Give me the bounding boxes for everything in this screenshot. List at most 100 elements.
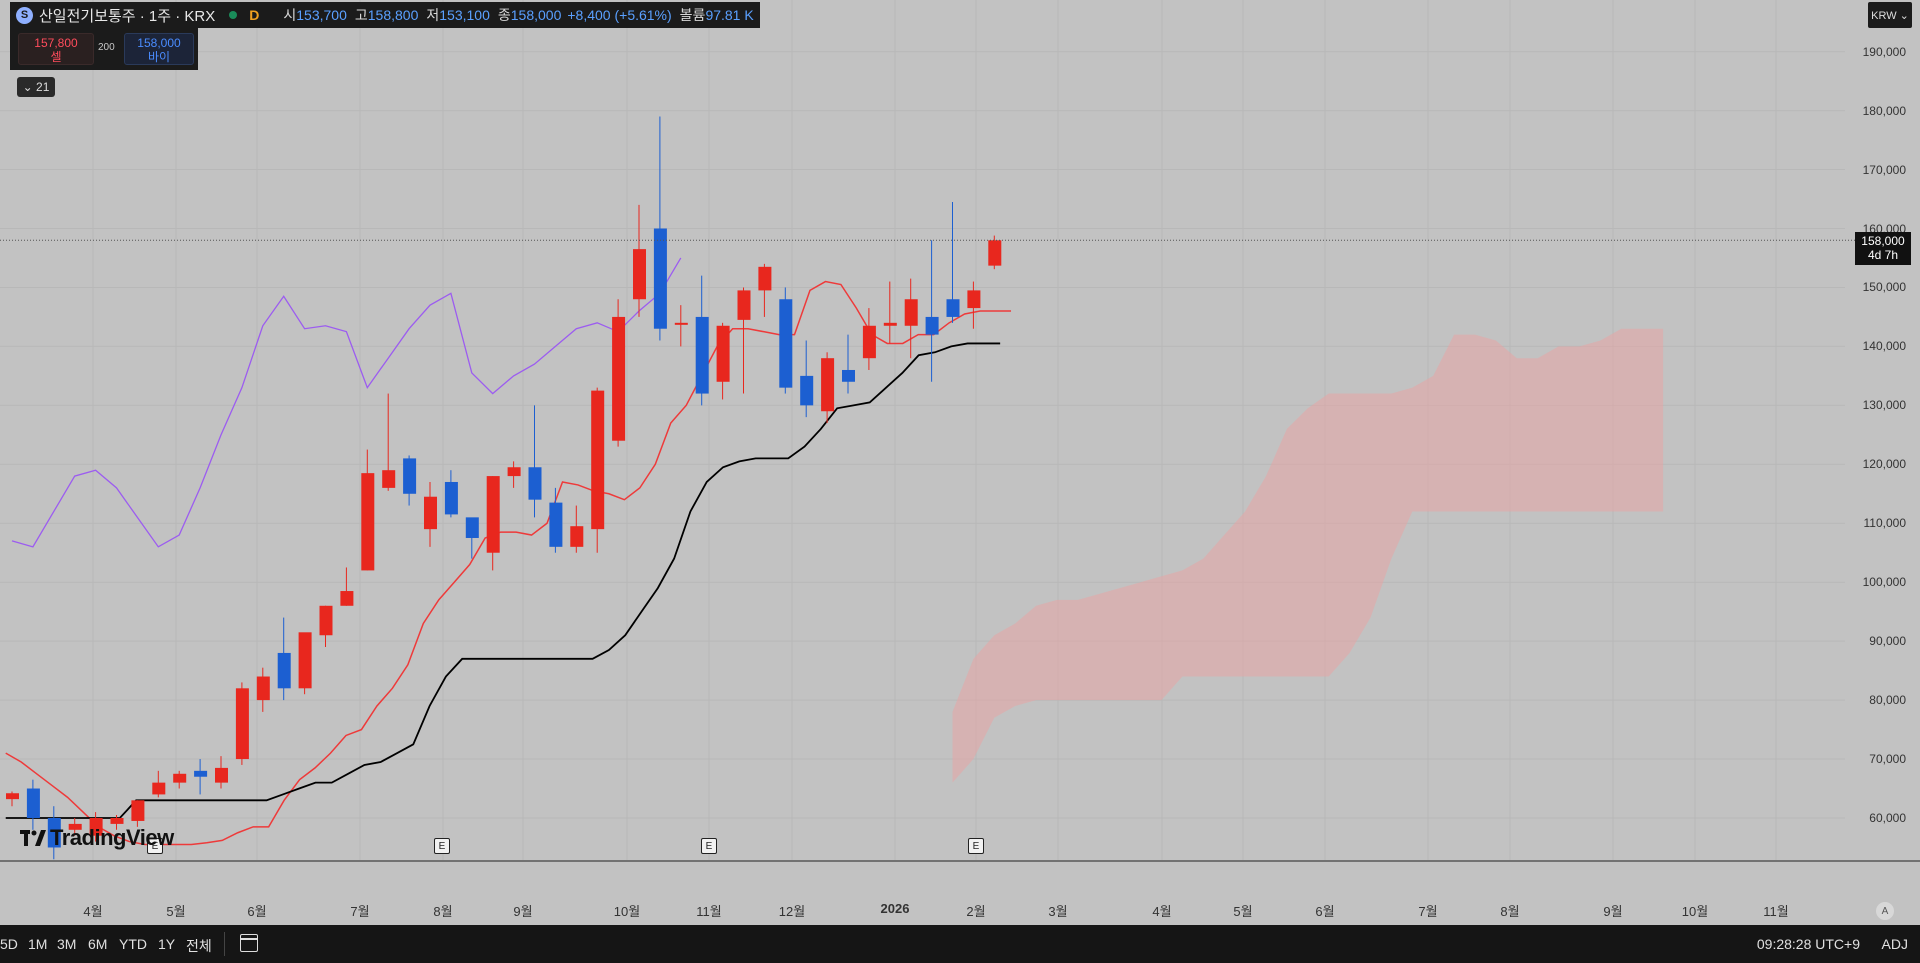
bottom-toolbar: 5D 1M 3M 6M YTD 1Y 전체 09:28:28 UTC+9 ADJ — [0, 925, 1920, 963]
candle-body — [424, 496, 437, 530]
open-label: 시 — [283, 7, 297, 23]
price-tick-label: 190,000 — [1862, 44, 1906, 59]
low-label: 저 — [426, 7, 440, 23]
tradingview-logo-icon — [20, 830, 46, 846]
time-tick-label: 2026 — [880, 901, 910, 916]
candle-body — [382, 470, 396, 488]
price-tick-label: 60,000 — [1869, 811, 1906, 825]
spread-value: 200 — [98, 42, 115, 53]
candle-body — [277, 652, 291, 689]
candle-body — [256, 676, 270, 701]
candle-body — [570, 526, 584, 547]
candle-body — [486, 476, 500, 553]
indicators-toggle-button[interactable]: ⌄ 21 — [17, 77, 55, 97]
range-5d-button[interactable]: 5D — [0, 936, 18, 952]
volume-label: 볼륨 — [679, 7, 706, 23]
calendar-goto-icon[interactable] — [240, 934, 258, 952]
symbol-name[interactable]: 산일전기보통주 · 1주 · KRX — [39, 7, 216, 25]
candle-body — [800, 375, 814, 406]
time-tick-label: 8월 — [1500, 904, 1520, 919]
candle-body — [842, 369, 855, 382]
candle-body — [173, 773, 187, 783]
candle-body — [235, 688, 249, 760]
candle-body — [821, 358, 835, 412]
timeframe-badge: D — [249, 7, 260, 23]
time-tick-label: 9월 — [1603, 904, 1623, 919]
price-chart[interactable] — [0, 0, 1920, 925]
range-1y-button[interactable]: 1Y — [158, 936, 176, 952]
time-tick-label: 4월 — [83, 904, 103, 919]
buy-price: 158,000 — [137, 36, 181, 50]
candle-body — [653, 228, 667, 329]
candle-body — [444, 481, 458, 515]
buy-button[interactable]: 158,000 바이 — [124, 33, 194, 65]
high-label: 고 — [354, 7, 368, 23]
time-tick-label: 8월 — [433, 904, 453, 919]
sell-price: 157,800 — [34, 36, 78, 50]
earnings-marker[interactable]: E — [434, 838, 450, 854]
adjust-toggle[interactable]: ADJ — [1881, 936, 1908, 952]
tradingview-logo[interactable]: TradingView — [20, 825, 174, 851]
candle-body — [904, 299, 918, 326]
range-6m-button[interactable]: 6M — [88, 936, 108, 952]
buy-label: 바이 — [147, 50, 171, 64]
price-tick-label: 140,000 — [1862, 339, 1906, 354]
candle-body — [194, 770, 208, 777]
price-tick-label: 80,000 — [1869, 693, 1906, 708]
candle-body — [319, 605, 333, 636]
candle-body — [695, 316, 709, 394]
candle-body — [528, 467, 542, 500]
time-tick-label: 6월 — [247, 904, 267, 919]
toolbar-divider — [224, 932, 225, 956]
range-3m-button[interactable]: 3M — [57, 936, 77, 952]
lagging-span-line — [11, 257, 682, 548]
time-tick-label: 3월 — [1048, 904, 1068, 919]
range-1m-button[interactable]: 1M — [28, 936, 48, 952]
candle-body — [215, 767, 228, 783]
candle-body — [6, 793, 19, 800]
candle-body — [633, 249, 646, 300]
candle-body — [737, 290, 751, 320]
clock-timezone[interactable]: 09:28:28 UTC+9 — [1756, 936, 1860, 952]
range-all-button[interactable]: 전체 — [186, 938, 212, 954]
last-price-value: 158,000 — [1861, 234, 1905, 248]
time-tick-label: 2월 — [966, 904, 986, 919]
currency-selector[interactable]: KRW ⌄ — [1868, 2, 1912, 28]
candle-body — [89, 818, 103, 836]
candle-body — [946, 299, 960, 317]
price-tick-label: 150,000 — [1862, 280, 1906, 295]
ichimoku-cloud — [952, 328, 1664, 783]
time-tick-label: 6월 — [1315, 904, 1335, 919]
candle-body — [26, 788, 40, 818]
candle-body — [883, 322, 897, 326]
candle-body — [716, 325, 730, 382]
buy-sell-panel: 157,800 셀 200 158,000 바이 — [10, 28, 198, 70]
price-tick-label: 100,000 — [1862, 575, 1906, 590]
candle-body — [47, 818, 61, 848]
time-tick-label: 5월 — [166, 904, 186, 919]
sell-button[interactable]: 157,800 셀 — [18, 33, 94, 65]
time-tick-label: 11월 — [696, 904, 722, 919]
earnings-marker[interactable]: E — [701, 838, 717, 854]
price-tick-label: 110,000 — [1863, 516, 1907, 531]
earnings-marker[interactable]: E — [968, 838, 984, 854]
candle-body — [340, 591, 354, 606]
time-tick-label: 12월 — [778, 904, 806, 919]
candle-body — [988, 240, 1002, 266]
candle-body — [612, 316, 626, 441]
auto-scale-button[interactable]: A — [1876, 902, 1894, 920]
price-tick-label: 70,000 — [1869, 752, 1906, 767]
close-value: 158,000 — [510, 7, 562, 23]
earnings-marker[interactable]: E — [147, 838, 163, 854]
time-tick-label: 9월 — [513, 904, 533, 919]
symbol-header[interactable]: S 산일전기보통주 · 1주 · KRX D 시 153,700 고 158,800… — [10, 2, 760, 28]
bar-countdown: 4d 7h — [1867, 248, 1899, 262]
sell-label: 셀 — [50, 50, 62, 64]
market-status-dot-icon — [229, 11, 238, 19]
range-ytd-button[interactable]: YTD — [119, 936, 147, 952]
candle-body — [591, 390, 605, 530]
last-price-label: 158,000 4d 7h — [1855, 232, 1911, 265]
candle-body — [967, 290, 981, 309]
price-tick-label: 90,000 — [1869, 634, 1906, 649]
open-value: 153,700 — [296, 7, 347, 23]
